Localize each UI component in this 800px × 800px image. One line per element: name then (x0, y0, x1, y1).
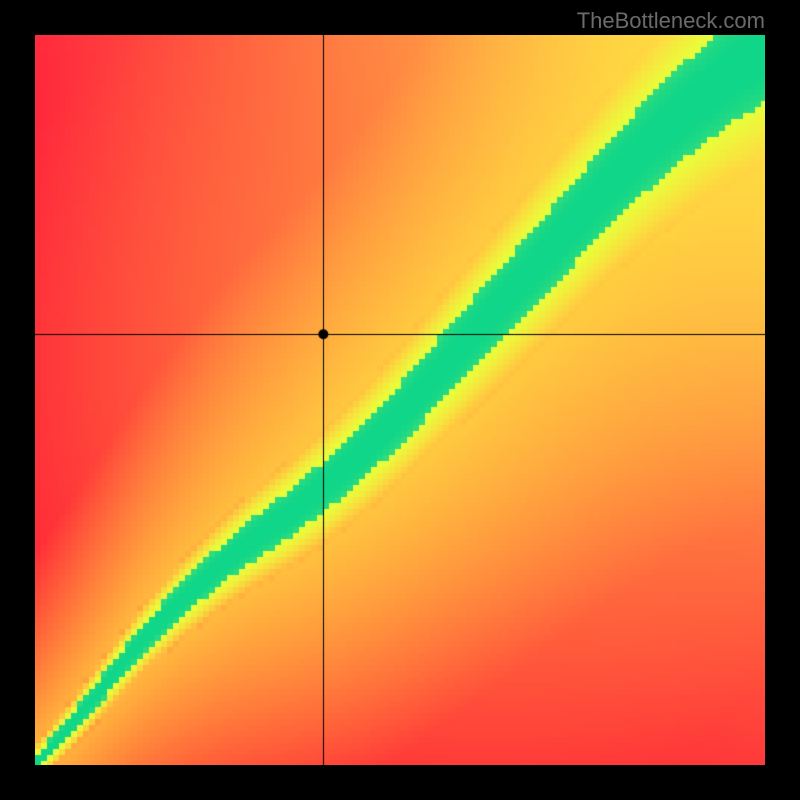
bottleneck-heatmap (35, 35, 765, 765)
attribution-text: TheBottleneck.com (577, 8, 765, 34)
